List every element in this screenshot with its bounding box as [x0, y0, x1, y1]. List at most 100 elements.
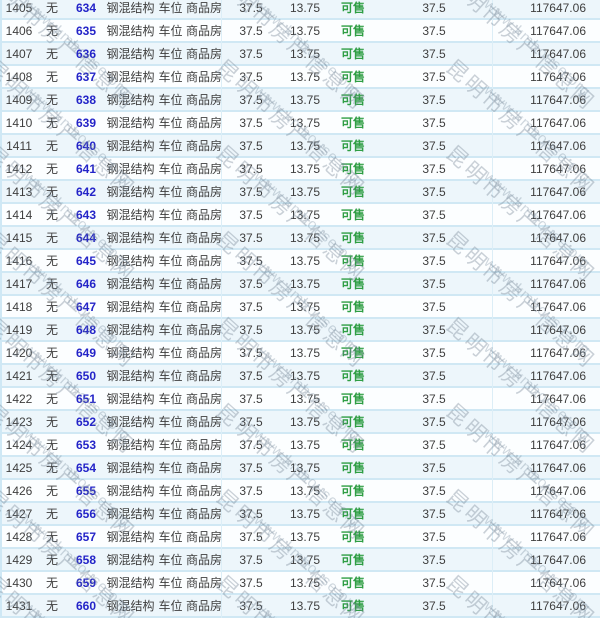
structure-cell: 钢混结构: [106, 208, 155, 222]
status-label: 可售: [340, 530, 365, 544]
floor-cell: 无: [45, 300, 58, 314]
area-cell: 37.5: [239, 299, 263, 314]
status-label: 可售: [340, 392, 365, 406]
usage-cell: 车位: [158, 369, 183, 383]
unit-number-link[interactable]: 652: [75, 414, 97, 429]
unit-number-link[interactable]: 651: [75, 391, 97, 406]
usage-cell: 车位: [158, 392, 183, 406]
unit-number-link[interactable]: 635: [75, 23, 97, 38]
floor-cell: 无: [45, 277, 58, 291]
unit-number-link[interactable]: 650: [75, 368, 97, 383]
table-row: 1413 无 642 钢混结构 车位 商品房 37.5 13.75 可售 37.5 117647.0…: [0, 181, 600, 204]
structure-cell: 钢混结构: [106, 231, 155, 245]
type-cell: 商品房: [186, 507, 222, 521]
structure-cell: 钢混结构: [106, 415, 155, 429]
type-cell: 商品房: [186, 599, 222, 613]
type-cell: 商品房: [186, 70, 222, 84]
area-cell: 37.5: [239, 23, 263, 38]
row-seq: 1405: [5, 0, 33, 15]
type-cell: 商品房: [186, 392, 222, 406]
price-cell: 117647.06: [530, 0, 586, 15]
unit-number-link[interactable]: 642: [75, 184, 97, 199]
unit-number-link[interactable]: 655: [75, 483, 97, 498]
status-label: 可售: [340, 1, 365, 15]
floor-cell: 无: [45, 93, 58, 107]
floor-cell: 无: [45, 599, 58, 613]
inner-area-cell: 13.75: [289, 391, 321, 406]
status-label: 可售: [340, 277, 365, 291]
inner-area-cell: 13.75: [289, 92, 321, 107]
usage-cell: 车位: [158, 507, 183, 521]
unit-number-link[interactable]: 649: [75, 345, 97, 360]
status-label: 可售: [340, 415, 365, 429]
structure-cell: 钢混结构: [106, 346, 155, 360]
floor-cell: 无: [45, 323, 58, 337]
row-seq: 1420: [5, 345, 33, 360]
inner-area-cell: 13.75: [289, 552, 321, 567]
inner-area-cell: 13.75: [289, 368, 321, 383]
usage-cell: 车位: [158, 231, 183, 245]
floor-cell: 无: [45, 369, 58, 383]
unit-number-link[interactable]: 657: [75, 529, 97, 544]
price-cell: 117647.06: [530, 207, 586, 222]
unit-number-link[interactable]: 645: [75, 253, 97, 268]
unit-number-link[interactable]: 646: [75, 276, 97, 291]
status-label: 可售: [340, 70, 365, 84]
floor-cell: 无: [45, 415, 58, 429]
type-cell: 商品房: [186, 369, 222, 383]
unit-number-link[interactable]: 654: [75, 460, 97, 475]
type-cell: 商品房: [186, 116, 222, 130]
unit-number-link[interactable]: 641: [75, 161, 97, 176]
unit-number-link[interactable]: 644: [75, 230, 97, 245]
floor-cell: 无: [45, 484, 58, 498]
table-row: 1420 无 649 钢混结构 车位 商品房 37.5 13.75 可售 37.5 117647.0…: [0, 342, 600, 365]
structure-cell: 钢混结构: [106, 47, 155, 61]
inner-area-cell: 13.75: [289, 69, 321, 84]
area2-cell: 37.5: [422, 414, 446, 429]
unit-number-link[interactable]: 637: [75, 69, 97, 84]
floor-cell: 无: [45, 139, 58, 153]
floor-cell: 无: [45, 530, 58, 544]
unit-number-link[interactable]: 658: [75, 552, 97, 567]
unit-number-link[interactable]: 656: [75, 506, 97, 521]
usage-cell: 车位: [158, 70, 183, 84]
unit-number-link[interactable]: 647: [75, 299, 97, 314]
area-cell: 37.5: [239, 483, 263, 498]
area2-cell: 37.5: [422, 299, 446, 314]
floor-cell: 无: [45, 162, 58, 176]
area-cell: 37.5: [239, 322, 263, 337]
price-cell: 117647.06: [530, 115, 586, 130]
structure-cell: 钢混结构: [106, 484, 155, 498]
unit-number-link[interactable]: 659: [75, 575, 97, 590]
area-cell: 37.5: [239, 161, 263, 176]
unit-number-link[interactable]: 638: [75, 92, 97, 107]
unit-number-link[interactable]: 640: [75, 138, 97, 153]
unit-number-link[interactable]: 660: [75, 598, 97, 613]
inner-area-cell: 13.75: [289, 437, 321, 452]
row-seq: 1426: [5, 483, 33, 498]
type-cell: 商品房: [186, 254, 222, 268]
status-label: 可售: [340, 484, 365, 498]
inner-area-cell: 13.75: [289, 575, 321, 590]
type-cell: 商品房: [186, 415, 222, 429]
unit-number-link[interactable]: 643: [75, 207, 97, 222]
area2-cell: 37.5: [422, 575, 446, 590]
unit-number-link[interactable]: 636: [75, 46, 97, 61]
table-row: 1412 无 641 钢混结构 车位 商品房 37.5 13.75 可售 37.5 117647.0…: [0, 158, 600, 181]
status-label: 可售: [340, 346, 365, 360]
unit-number-link[interactable]: 648: [75, 322, 97, 337]
type-cell: 商品房: [186, 484, 222, 498]
structure-cell: 钢混结构: [106, 323, 155, 337]
area2-cell: 37.5: [422, 598, 446, 613]
unit-number-link[interactable]: 653: [75, 437, 97, 452]
floor-cell: 无: [45, 1, 58, 15]
status-label: 可售: [340, 139, 365, 153]
usage-cell: 车位: [158, 208, 183, 222]
type-cell: 商品房: [186, 461, 222, 475]
floor-cell: 无: [45, 208, 58, 222]
unit-number-link[interactable]: 639: [75, 115, 97, 130]
usage-cell: 车位: [158, 162, 183, 176]
structure-cell: 钢混结构: [106, 438, 155, 452]
unit-number-link[interactable]: 634: [75, 0, 97, 15]
price-cell: 117647.06: [530, 138, 586, 153]
